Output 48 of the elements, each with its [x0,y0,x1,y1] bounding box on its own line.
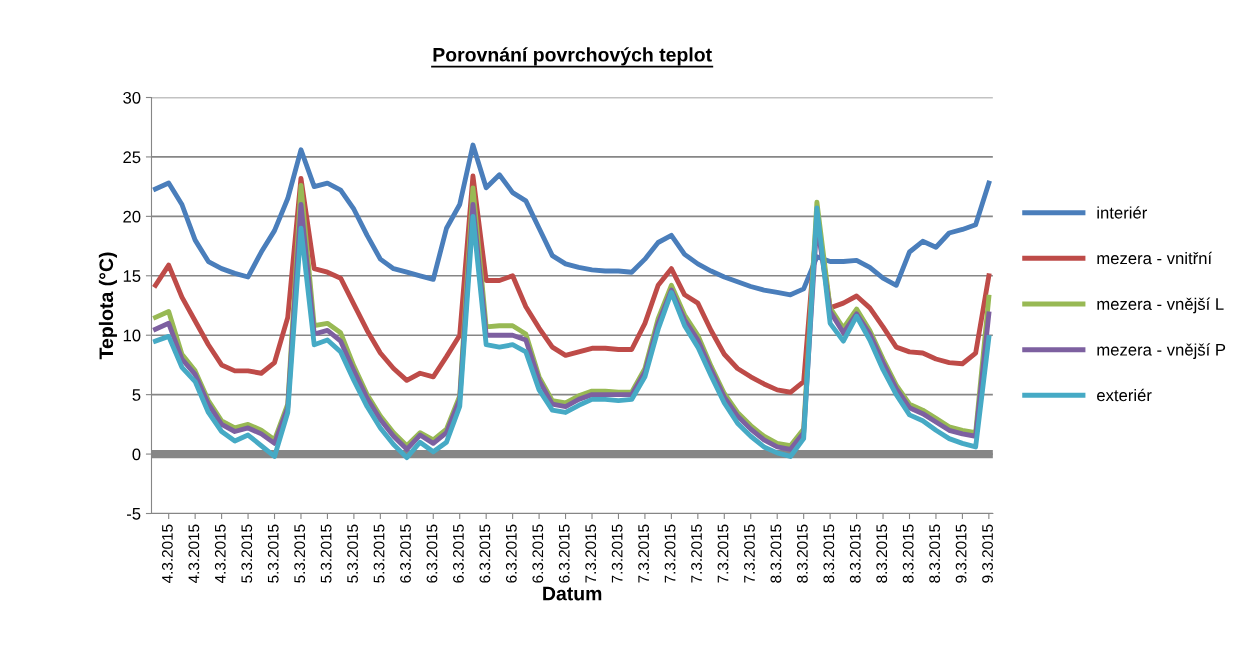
y-tick-label: 15 [123,270,141,282]
x-tick-label: 8.3.2015 [796,524,808,583]
y-tick-label: -5 [127,508,141,520]
x-tick-label: 4.3.2015 [161,524,173,584]
x-tick-label: 6.3.2015 [453,524,464,583]
y-tick-label: 25 [123,151,141,164]
x-tick-label: 7.3.2015 [744,524,755,583]
x-tick-label: 7.3.2015 [638,524,650,583]
x-tick-label: 8.3.2015 [849,524,861,583]
x-tick-label: 8.3.2015 [929,524,941,583]
y-tick-label: 10 [123,329,141,342]
x-tick-label: 5.3.2015 [347,524,358,583]
x-tick-label: 6.3.2015 [505,524,517,583]
x-tick-label: 6.3.2015 [400,524,411,583]
y-tick-label: 5 [132,389,141,401]
legend-label: exteriér [1097,388,1152,402]
x-tick-label: 8.3.2015 [902,524,914,583]
x-tick-label: 5.3.2015 [241,524,253,583]
x-tick-label: 4.3.2015 [188,524,200,584]
x-tick-label: 5.3.2015 [373,524,385,583]
legend-label: mezera - vnitřní [1097,251,1213,265]
x-tick-label: 6.3.2015 [558,524,570,583]
y-axis-title: Teplota (°C) [98,252,117,360]
legend-label: mezera - vnější P [1097,343,1226,359]
x-tick-label: 9.3.2015 [955,524,967,583]
x-tick-label: 6.3.2015 [426,524,438,583]
x-tick-label: 5.3.2015 [267,524,279,583]
x-tick-label: 7.3.2015 [691,524,702,583]
x-tick-label: 7.3.2015 [717,524,729,583]
x-tick-label: 6.3.2015 [532,524,544,583]
chart-title: Porovnání povrchových teplot [433,47,712,66]
x-tick-label: 7.3.2015 [585,524,597,583]
x-tick-label: 5.3.2015 [294,524,306,583]
x-axis-title: Datum [543,586,602,601]
legend-label: interiér [1097,206,1147,219]
x-tick-label: 9.3.2015 [982,524,993,583]
x-tick-label: 8.3.2015 [770,524,782,583]
x-tick-label: 6.3.2015 [479,524,491,583]
x-tick-label: 7.3.2015 [664,524,676,583]
x-tick-label: 8.3.2015 [823,524,835,583]
x-tick-label: 5.3.2015 [320,524,332,583]
y-tick-label: 20 [123,210,141,223]
y-tick-label: 0 [132,448,141,461]
x-tick-label: 8.3.2015 [876,524,888,583]
y-tick-label: 30 [123,91,141,104]
x-tick-label: 7.3.2015 [611,524,623,583]
x-tick-label: 4.3.2015 [214,524,226,584]
legend-label: mezera - vnější L [1097,297,1224,314]
